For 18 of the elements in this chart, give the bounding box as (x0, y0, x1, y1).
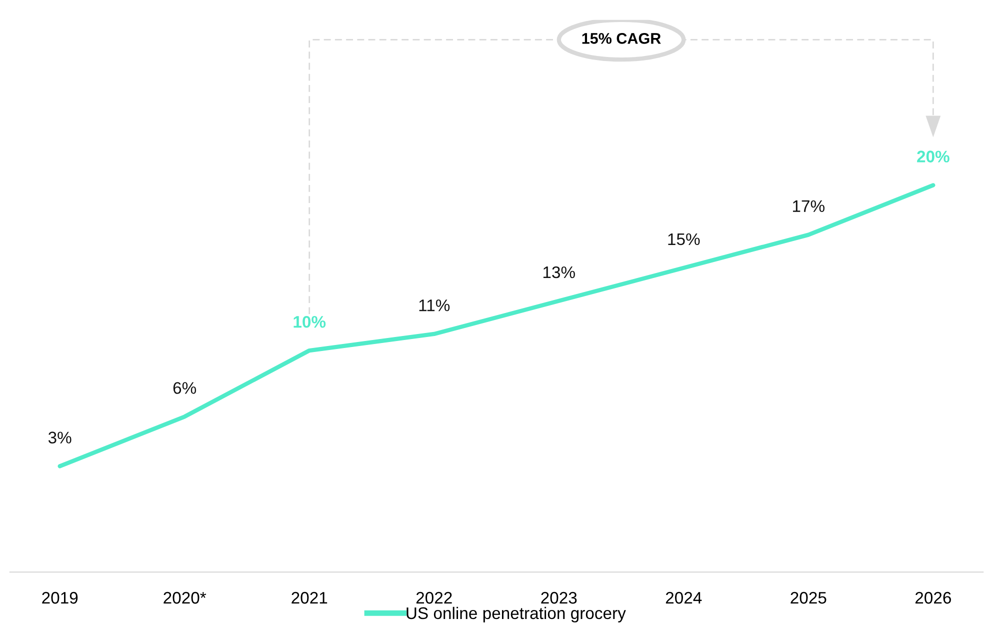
annotation: 20% (917, 150, 950, 162)
annotation: 10% (294, 316, 326, 328)
x-tick-label: 2019 (42, 592, 78, 604)
text: 15% CAGR (582, 33, 661, 44)
legend-label: US online penetration grocery (406, 606, 626, 622)
data-label: 11% (419, 300, 450, 312)
x-tick-label: 2026 (915, 592, 951, 604)
data-label: 17% (792, 200, 824, 212)
x-tick-label: 2025 (790, 592, 826, 604)
x-tick-label: 2024 (666, 592, 702, 604)
x-tick-label: 2022 (416, 592, 452, 604)
x-tick-label: 2020* (164, 592, 206, 604)
x-tick-label: 2021 (292, 592, 328, 604)
data-label: 15% (668, 233, 700, 246)
data-label: 6% (173, 382, 196, 394)
data-label: 13% (543, 266, 575, 278)
data-label: 3% (48, 432, 72, 444)
x-tick-label: 2023 (541, 592, 577, 604)
